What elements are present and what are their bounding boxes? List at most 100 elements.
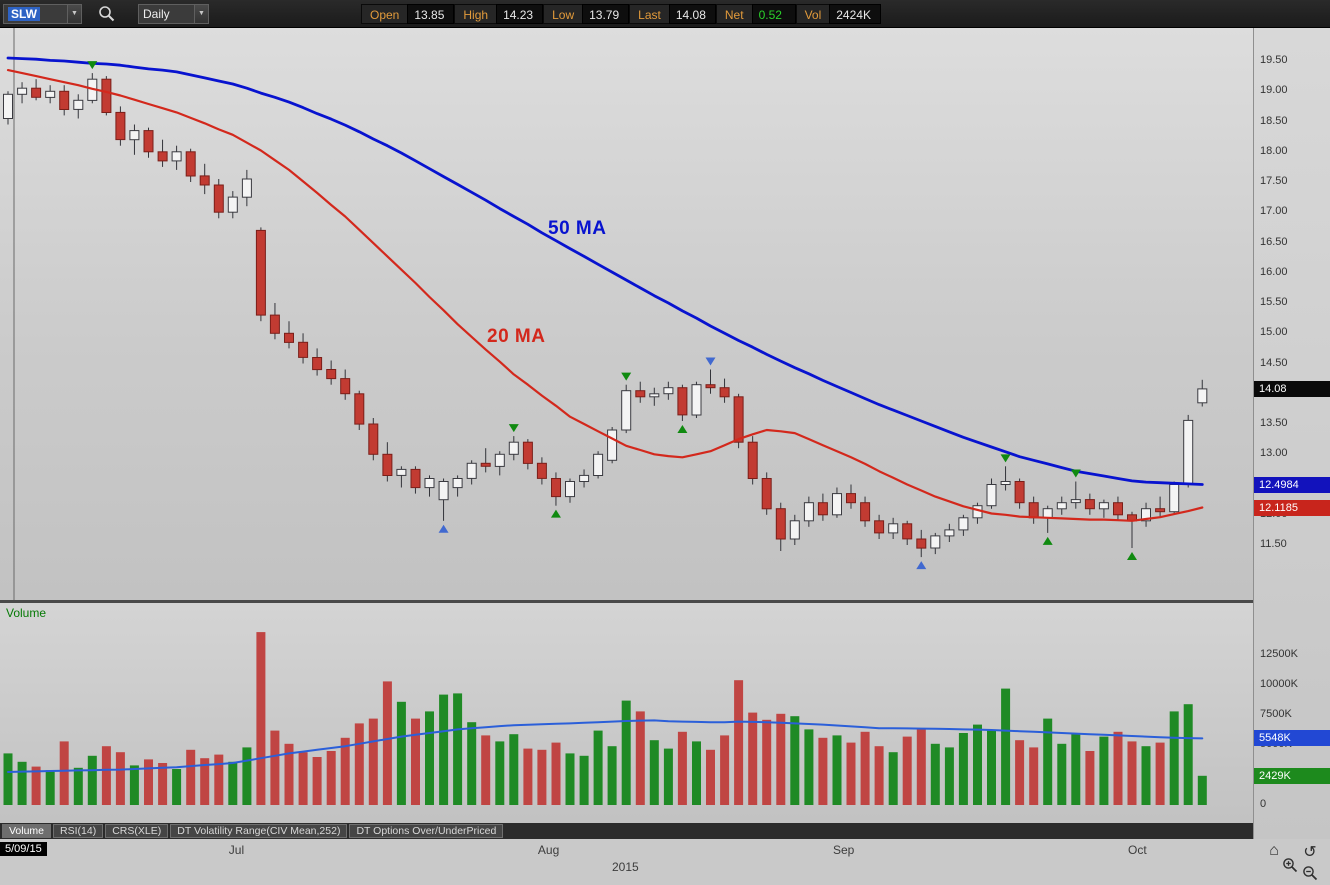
volume-bar — [467, 722, 477, 805]
symbol-input[interactable]: SLW — [3, 3, 67, 24]
month-label-aug: Aug — [537, 843, 560, 857]
stat-value: 2424K — [829, 3, 881, 24]
volume-bar — [846, 742, 856, 805]
stat-label: High — [454, 3, 497, 24]
volume-bar — [1141, 746, 1151, 805]
candle-body — [789, 520, 800, 540]
price-tick-label: 15.50 — [1260, 296, 1288, 308]
timeframe-combo: Daily ▼ — [138, 3, 209, 24]
tab-dt-volatility-range[interactable]: DT Volatility Range(CIV Mean,252) — [170, 824, 348, 838]
tab-volume[interactable]: Volume — [2, 824, 52, 838]
volume-bar — [396, 701, 406, 805]
indicator-tabs-bar: Volume RSI(14) CRS(XLE) DT Volatility Ra… — [0, 823, 1253, 839]
timeframe-select[interactable]: Daily — [138, 3, 194, 24]
stat-value: 13.79 — [582, 3, 630, 24]
candlestick-chart[interactable] — [0, 28, 1253, 600]
volume-tick-label: 12500K — [1260, 647, 1298, 660]
volume-bar — [607, 746, 617, 805]
volume-bar — [734, 680, 744, 805]
timeframe-dropdown-button[interactable]: ▼ — [194, 3, 209, 24]
volume-bar — [1169, 711, 1179, 805]
volume-pane[interactable]: Volume — [0, 603, 1253, 823]
price-tag: 12.4984 — [1254, 476, 1330, 493]
signal-marker-green-above — [1070, 469, 1081, 478]
stat-vol: Vol 2424K — [795, 3, 881, 24]
price-chart-pane[interactable]: 50 MA 20 MA — [0, 28, 1253, 600]
ma20-line — [6, 68, 1204, 522]
zoom-in-icon[interactable] — [1282, 857, 1298, 873]
volume-bar — [1001, 688, 1011, 805]
candle-body — [508, 441, 519, 455]
candle-body — [958, 517, 969, 531]
volume-bar — [874, 746, 884, 805]
volume-bar — [495, 741, 505, 805]
volume-bar — [720, 735, 730, 805]
signal-marker-blue-below — [438, 524, 449, 533]
volume-bar — [523, 748, 533, 805]
price-tag: 14.08 — [1254, 380, 1330, 397]
undo-icon[interactable]: ↺ — [1303, 844, 1317, 861]
volume-bar — [635, 711, 645, 805]
ma20-label: 20 MA — [487, 326, 546, 347]
candle-body — [494, 453, 505, 467]
signal-marker-blue-below — [916, 561, 927, 570]
candle-body — [733, 396, 744, 443]
volume-bar — [621, 700, 631, 805]
volume-bar — [509, 734, 519, 805]
volume-bar — [649, 740, 659, 805]
price-tick-label: 15.00 — [1260, 326, 1288, 339]
volume-bar — [551, 742, 561, 805]
volume-bar — [1015, 740, 1025, 805]
volume-bar — [1085, 751, 1095, 805]
volume-bar — [1099, 736, 1109, 805]
volume-bar — [1183, 704, 1193, 805]
stat-open: Open 13.85 — [361, 3, 455, 24]
candle-body — [298, 341, 309, 358]
candle-body — [522, 441, 533, 464]
month-label-oct: Oct — [1128, 843, 1147, 857]
volume-bar — [537, 749, 547, 805]
volume-bar — [368, 718, 378, 805]
signal-marker-green-below — [1127, 552, 1137, 561]
volume-bar — [663, 748, 673, 805]
candle-body — [227, 196, 238, 213]
volume-bar — [1043, 718, 1053, 805]
zoom-out-icon[interactable] — [1302, 865, 1318, 881]
signal-marker-green-above — [621, 372, 632, 381]
volume-bar — [73, 767, 83, 805]
candle-body — [719, 387, 730, 398]
price-axis[interactable]: 19.50 19.00 18.50 18.00 17.50 17.00 16.50 16.00… — [1253, 28, 1330, 839]
candle-body — [1113, 502, 1123, 516]
signal-marker-green-above — [87, 61, 98, 70]
stat-value: 14.08 — [668, 3, 716, 24]
tab-crs-xle[interactable]: CRS(XLE) — [105, 824, 169, 838]
tab-rsi-14[interactable]: RSI(14) — [53, 824, 104, 838]
volume-chart[interactable] — [0, 603, 1253, 823]
candle-body — [368, 423, 379, 455]
candle-body — [17, 87, 28, 95]
tab-dt-options-over-underpriced[interactable]: DT Options Over/UnderPriced — [349, 824, 504, 838]
candle-body — [1042, 508, 1053, 519]
volume-bar — [888, 752, 898, 805]
volume-bar — [804, 729, 814, 805]
candle-body — [269, 314, 280, 334]
candle-body — [396, 468, 407, 476]
candle-body — [255, 229, 266, 316]
symbol-search-button[interactable] — [94, 3, 118, 25]
candle-body — [593, 453, 604, 476]
candle-body — [129, 130, 140, 141]
volume-bar — [987, 730, 996, 805]
symbol-dropdown-button[interactable]: ▼ — [67, 3, 82, 24]
candle-body — [1098, 502, 1109, 510]
volume-bar — [818, 737, 828, 805]
stat-label: Low — [543, 3, 583, 24]
price-tick-label: 19.50 — [1260, 54, 1288, 66]
volume-bar — [242, 747, 252, 805]
price-tick-label: 11.50 — [1260, 538, 1287, 550]
home-icon[interactable]: ⌂ — [1269, 842, 1279, 859]
candle-body — [326, 369, 337, 380]
stat-value-net: 0.52 — [751, 3, 796, 24]
volume-bar — [129, 765, 139, 805]
pane-splitter[interactable] — [0, 600, 1253, 603]
volume-bar — [916, 729, 926, 805]
